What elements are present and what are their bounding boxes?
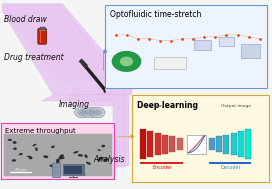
- Ellipse shape: [81, 172, 85, 175]
- Circle shape: [92, 109, 102, 116]
- Bar: [40, 27, 45, 30]
- Ellipse shape: [12, 159, 16, 162]
- Text: Input image: Input image: [141, 104, 168, 108]
- Text: Decoder: Decoder: [220, 166, 241, 170]
- Bar: [187, 135, 206, 154]
- Bar: [223, 135, 229, 154]
- Bar: [105, 5, 267, 88]
- Bar: [209, 162, 251, 164]
- Bar: [216, 136, 222, 152]
- Bar: [162, 135, 168, 154]
- Bar: [169, 136, 175, 152]
- Bar: [140, 129, 146, 159]
- Circle shape: [75, 107, 90, 118]
- Polygon shape: [69, 94, 129, 166]
- Circle shape: [90, 107, 105, 118]
- Ellipse shape: [51, 146, 55, 148]
- Bar: [4, 134, 112, 176]
- Circle shape: [77, 109, 87, 116]
- Ellipse shape: [84, 154, 88, 158]
- Circle shape: [112, 52, 141, 71]
- Ellipse shape: [35, 147, 38, 151]
- Text: Analysis: Analysis: [94, 155, 125, 164]
- Bar: [4, 134, 112, 176]
- Bar: [177, 138, 183, 150]
- Bar: [245, 129, 251, 159]
- Text: Output image: Output image: [221, 104, 251, 108]
- Ellipse shape: [32, 144, 36, 146]
- Ellipse shape: [43, 155, 48, 158]
- Text: Extreme throughput: Extreme throughput: [5, 128, 76, 134]
- Ellipse shape: [86, 162, 91, 165]
- Bar: [140, 162, 183, 164]
- Bar: [1, 123, 114, 179]
- Ellipse shape: [99, 157, 104, 160]
- Ellipse shape: [60, 154, 64, 157]
- Bar: [40, 31, 41, 43]
- Ellipse shape: [97, 159, 101, 161]
- Bar: [63, 164, 84, 175]
- Ellipse shape: [13, 147, 17, 150]
- Bar: [238, 131, 244, 157]
- Ellipse shape: [13, 141, 17, 144]
- Circle shape: [82, 107, 97, 118]
- Bar: [132, 95, 269, 182]
- Bar: [64, 166, 82, 174]
- Ellipse shape: [78, 154, 83, 157]
- Text: Deep learning: Deep learning: [137, 101, 198, 110]
- Ellipse shape: [73, 151, 79, 154]
- Text: 20 μm: 20 μm: [15, 168, 26, 172]
- Ellipse shape: [29, 156, 32, 159]
- FancyBboxPatch shape: [38, 29, 47, 44]
- Bar: [147, 131, 153, 157]
- Circle shape: [120, 57, 132, 66]
- Ellipse shape: [56, 160, 60, 163]
- Ellipse shape: [19, 153, 23, 155]
- Bar: [219, 37, 234, 46]
- Ellipse shape: [50, 165, 54, 167]
- Ellipse shape: [103, 158, 109, 161]
- Bar: [231, 133, 237, 155]
- Bar: [194, 40, 211, 50]
- Text: Blood draw: Blood draw: [4, 15, 47, 24]
- Ellipse shape: [101, 145, 105, 147]
- Ellipse shape: [27, 156, 31, 157]
- Bar: [241, 44, 260, 58]
- Polygon shape: [3, 4, 132, 94]
- Text: Optofluidic time-stretch: Optofluidic time-stretch: [110, 10, 202, 19]
- Bar: [155, 133, 161, 155]
- Text: Encoder: Encoder: [152, 166, 172, 170]
- Bar: [209, 138, 215, 150]
- Ellipse shape: [61, 156, 65, 159]
- Bar: [52, 163, 60, 177]
- Circle shape: [85, 109, 95, 116]
- Ellipse shape: [56, 159, 60, 161]
- Ellipse shape: [97, 149, 101, 151]
- Text: Drug treatment: Drug treatment: [4, 53, 64, 62]
- Polygon shape: [42, 94, 125, 167]
- Bar: [154, 57, 186, 69]
- Text: Imaging: Imaging: [58, 100, 89, 109]
- Polygon shape: [3, 5, 125, 94]
- Ellipse shape: [66, 166, 70, 168]
- Ellipse shape: [8, 139, 12, 141]
- Ellipse shape: [58, 157, 62, 160]
